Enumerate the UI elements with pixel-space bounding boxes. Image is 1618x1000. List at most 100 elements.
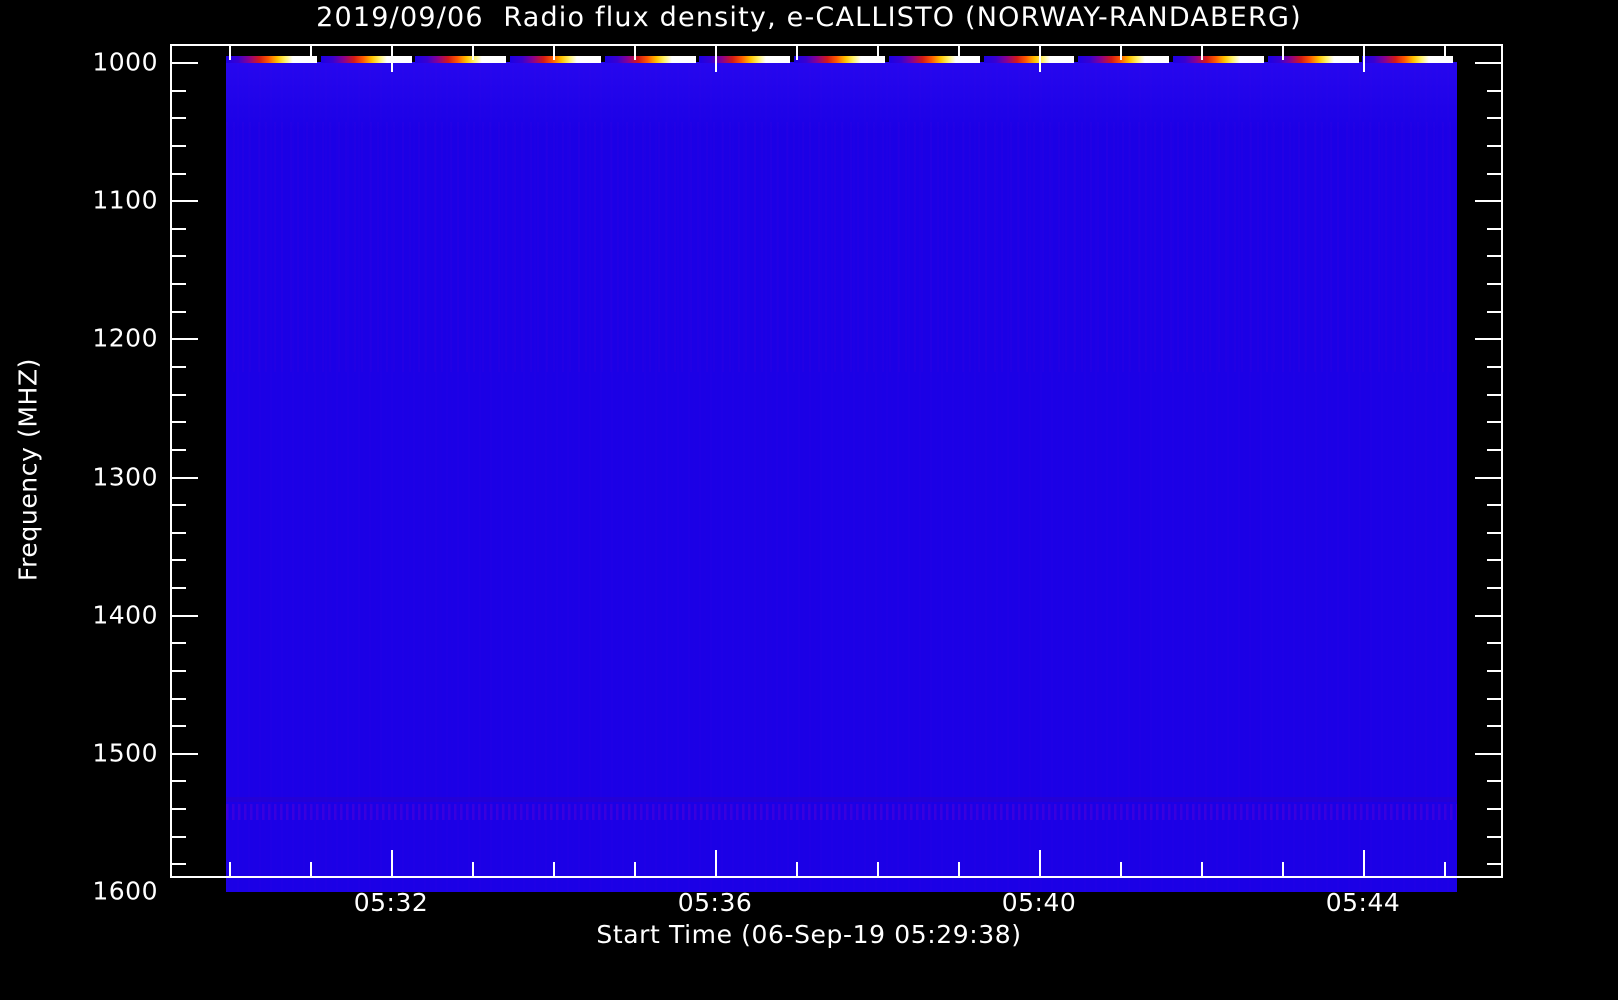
chart-title: 2019/09/06 Radio flux density, e-CALLIST… (316, 2, 1302, 33)
y-minor-tick (172, 421, 186, 423)
emission-burst-saturated-tail (775, 56, 791, 63)
y-minor-tick-right (1487, 670, 1501, 672)
y-minor-tick (172, 863, 186, 865)
y-minor-tick-right (1487, 421, 1501, 423)
data-vertical-striping (226, 62, 1457, 892)
y-tick-label: 1500 (92, 738, 158, 768)
x-minor-tick-top (1444, 46, 1446, 60)
y-minor-tick-right (1487, 394, 1501, 396)
y-minor-tick-right (1487, 559, 1501, 561)
y-major-tick (172, 200, 198, 202)
x-minor-tick-top (958, 46, 960, 60)
emission-burst-saturated-tail (585, 56, 601, 63)
emission-burst-saturated-tail (396, 56, 412, 63)
y-major-tick-right (1475, 477, 1501, 479)
emission-burst-segment (1172, 56, 1249, 63)
y-minor-tick (172, 559, 186, 561)
emission-burst-segment (226, 56, 302, 63)
spectrogram-data-area (226, 62, 1457, 892)
x-minor-tick-top (634, 46, 636, 60)
y-minor-tick-right (1487, 145, 1501, 147)
data-background (226, 62, 1457, 892)
y-minor-tick-right (1487, 117, 1501, 119)
emission-burst-saturated-tail (964, 56, 980, 63)
plot-frame (170, 44, 1503, 878)
data-top-glow (226, 62, 1457, 132)
x-major-tick (1039, 850, 1041, 876)
x-minor-tick-top (1120, 46, 1122, 60)
y-minor-tick (172, 642, 186, 644)
y-minor-tick-right (1487, 642, 1501, 644)
y-tick-label: 1300 (92, 462, 158, 492)
y-minor-tick (172, 449, 186, 451)
y-minor-tick-right (1487, 449, 1501, 451)
y-minor-tick-right (1487, 836, 1501, 838)
x-minor-tick-top (229, 46, 231, 60)
y-major-tick-right (1475, 200, 1501, 202)
emission-burst-segment (510, 56, 586, 63)
y-minor-tick (172, 90, 186, 92)
y-tick-label: 1200 (92, 323, 158, 353)
y-minor-tick (172, 780, 186, 782)
x-minor-tick-top (310, 46, 312, 60)
y-minor-tick (172, 228, 186, 230)
x-axis-title: Start Time (06-Sep-19 05:29:38) (596, 920, 1022, 949)
x-major-tick (1363, 850, 1365, 876)
y-minor-tick-right (1487, 255, 1501, 257)
emission-burst-segment (320, 56, 397, 63)
y-minor-tick (172, 698, 186, 700)
x-minor-tick-top (553, 46, 555, 60)
x-minor-tick-top (472, 46, 474, 60)
y-minor-tick-right (1487, 863, 1501, 865)
y-minor-tick-right (1487, 173, 1501, 175)
x-tick-label: 05:32 (353, 888, 429, 917)
x-minor-tick-top (877, 46, 879, 60)
emission-burst-segment (983, 56, 1060, 63)
y-minor-tick-right (1487, 90, 1501, 92)
y-minor-tick (172, 145, 186, 147)
x-major-tick-top (391, 46, 393, 72)
y-minor-tick (172, 255, 186, 257)
y-minor-tick (172, 808, 186, 810)
x-minor-tick-top (796, 46, 798, 60)
emission-burst-segment (1362, 56, 1439, 63)
x-minor-tick (310, 862, 312, 876)
x-minor-tick (1201, 862, 1203, 876)
x-minor-tick (553, 862, 555, 876)
y-minor-tick-right (1487, 780, 1501, 782)
x-tick-label: 05:44 (1325, 888, 1401, 917)
x-minor-tick (1444, 862, 1446, 876)
x-major-tick-top (715, 46, 717, 72)
y-major-tick (172, 615, 198, 617)
y-minor-tick (172, 587, 186, 589)
y-minor-tick (172, 504, 186, 506)
y-minor-tick (172, 366, 186, 368)
x-tick-label: 05:40 (1001, 888, 1077, 917)
y-minor-tick-right (1487, 532, 1501, 534)
y-minor-tick (172, 394, 186, 396)
y-major-tick (172, 62, 198, 64)
y-minor-tick-right (1487, 283, 1501, 285)
emission-burst-segment (1267, 56, 1344, 63)
emission-burst-saturated-tail (680, 56, 696, 63)
y-axis-tick-labels: 1000 1100 1200 1300 1400 1500 1600 (0, 0, 158, 1000)
y-minor-tick-right (1487, 504, 1501, 506)
y-tick-label: 1100 (92, 185, 158, 215)
emission-burst-segment (415, 56, 492, 63)
x-minor-tick (796, 862, 798, 876)
y-minor-tick (172, 532, 186, 534)
emission-burst-saturated-tail (1059, 56, 1075, 63)
emission-burst-saturated-tail (1248, 56, 1264, 63)
y-major-tick (172, 338, 198, 340)
x-minor-tick (958, 862, 960, 876)
x-minor-tick (877, 862, 879, 876)
y-minor-tick (172, 117, 186, 119)
x-major-tick-top (1363, 46, 1365, 72)
x-minor-tick (1120, 862, 1122, 876)
data-horizontal-band-1570mhz (226, 804, 1457, 820)
y-minor-tick (172, 173, 186, 175)
emission-burst-segment (888, 56, 965, 63)
y-minor-tick (172, 725, 186, 727)
x-minor-tick (634, 862, 636, 876)
